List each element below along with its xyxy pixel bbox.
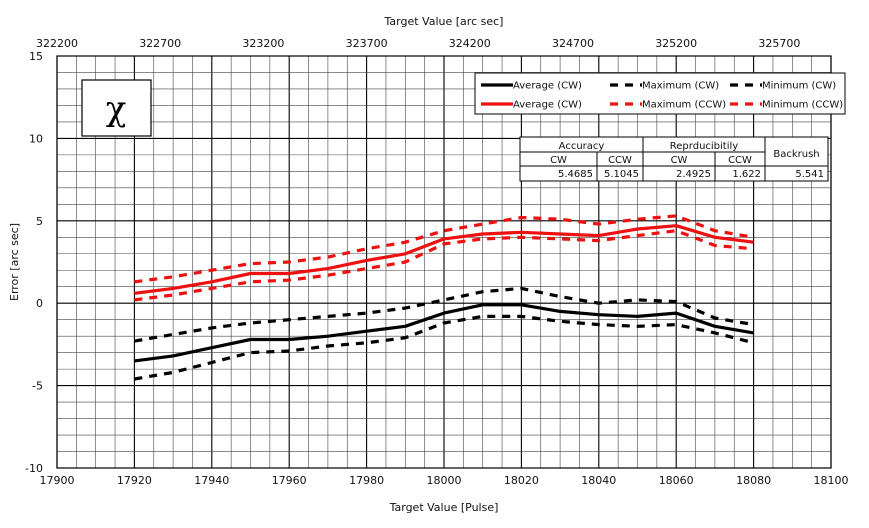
x-tick-label: 18040 <box>581 474 616 487</box>
x-tick-label: 17960 <box>272 474 307 487</box>
y-tick-labels: 15 10 5 0 -5 -10 <box>25 50 43 475</box>
x-tick-label: 17900 <box>40 474 75 487</box>
x-tick-label: 18080 <box>736 474 771 487</box>
table-value: 5.541 <box>795 169 824 180</box>
plot-frame <box>56 55 832 469</box>
legend-label: Minimum (CW) <box>762 81 836 92</box>
x2-tick-label: 323700 <box>346 37 388 50</box>
x2-tick-label: 325700 <box>758 37 800 50</box>
y-tick-label: -5 <box>32 380 43 393</box>
table-sub-header: CW <box>550 155 567 166</box>
x2-tick-label: 324200 <box>449 37 491 50</box>
series-line <box>134 224 754 295</box>
legend-label: Average (CW) <box>513 81 582 92</box>
x-tick-label: 18020 <box>504 474 539 487</box>
y-tick-label: 0 <box>36 297 43 310</box>
legend-label: Minimum (CCW) <box>762 100 843 111</box>
symbol-box: χ <box>81 79 152 137</box>
x-tick-label: 17940 <box>194 474 229 487</box>
legend-label: Maximum (CCW) <box>642 100 726 111</box>
y-tick-label: -10 <box>25 462 43 475</box>
table-value: 1.622 <box>732 169 761 180</box>
x2-tick-label: 322200 <box>36 37 78 50</box>
legend: Average (CW) Maximum (CW) Minimum (CW) Aver… <box>474 72 846 115</box>
x2-tick-label: 323200 <box>242 37 284 50</box>
legend-frame <box>474 72 846 115</box>
table-value: 5.1045 <box>604 169 639 180</box>
y-tick-label: 10 <box>29 132 43 145</box>
table-group-header: Accuracy <box>559 141 605 152</box>
plot-grid <box>56 55 832 469</box>
series-line <box>134 314 754 381</box>
table-value: 5.4685 <box>558 169 593 180</box>
series-layer <box>134 214 754 381</box>
legend-label: Average (CW) <box>513 100 582 111</box>
x-tick-label: 18060 <box>659 474 694 487</box>
table-group-header: Backrush <box>773 149 819 160</box>
x-axis-title: Target Value [Pulse] <box>389 501 499 514</box>
table-sub-header: CCW <box>728 155 752 166</box>
table-group-header: Reprducibitily <box>670 141 739 152</box>
x2-tick-label: 325200 <box>655 37 697 50</box>
y-tick-label: 15 <box>29 50 43 63</box>
series-line <box>134 229 754 302</box>
table-sub-header: CCW <box>608 155 632 166</box>
table-value: 2.4925 <box>676 169 711 180</box>
x2-tick-labels: 322200 322700 323200 323700 324200 324700 3252… <box>36 37 800 50</box>
y-tick-label: 5 <box>36 215 43 228</box>
table-sub-header: CW <box>671 155 688 166</box>
x-tick-label: 17980 <box>349 474 384 487</box>
x2-tick-label: 322700 <box>139 37 181 50</box>
x-tick-label: 17920 <box>117 474 152 487</box>
table-frame <box>519 136 829 182</box>
symbol-text: χ <box>106 89 127 129</box>
x-tick-label: 18000 <box>427 474 462 487</box>
legend-label: Maximum (CW) <box>642 81 719 92</box>
x2-axis-title: Target Value [arc sec] <box>384 15 504 28</box>
y-axis-title: Error [arc sec] <box>8 223 21 301</box>
x2-tick-label: 324700 <box>552 37 594 50</box>
x-tick-label: 18100 <box>814 474 849 487</box>
symbol-frame <box>81 79 152 137</box>
series-line <box>134 303 754 363</box>
x-tick-labels: 17900 17920 17940 17960 17980 18000 18020 18040… <box>40 474 849 487</box>
stats-table: Accuracy Reprducibitily Backrush CW CCW CW CCW… <box>519 136 829 182</box>
